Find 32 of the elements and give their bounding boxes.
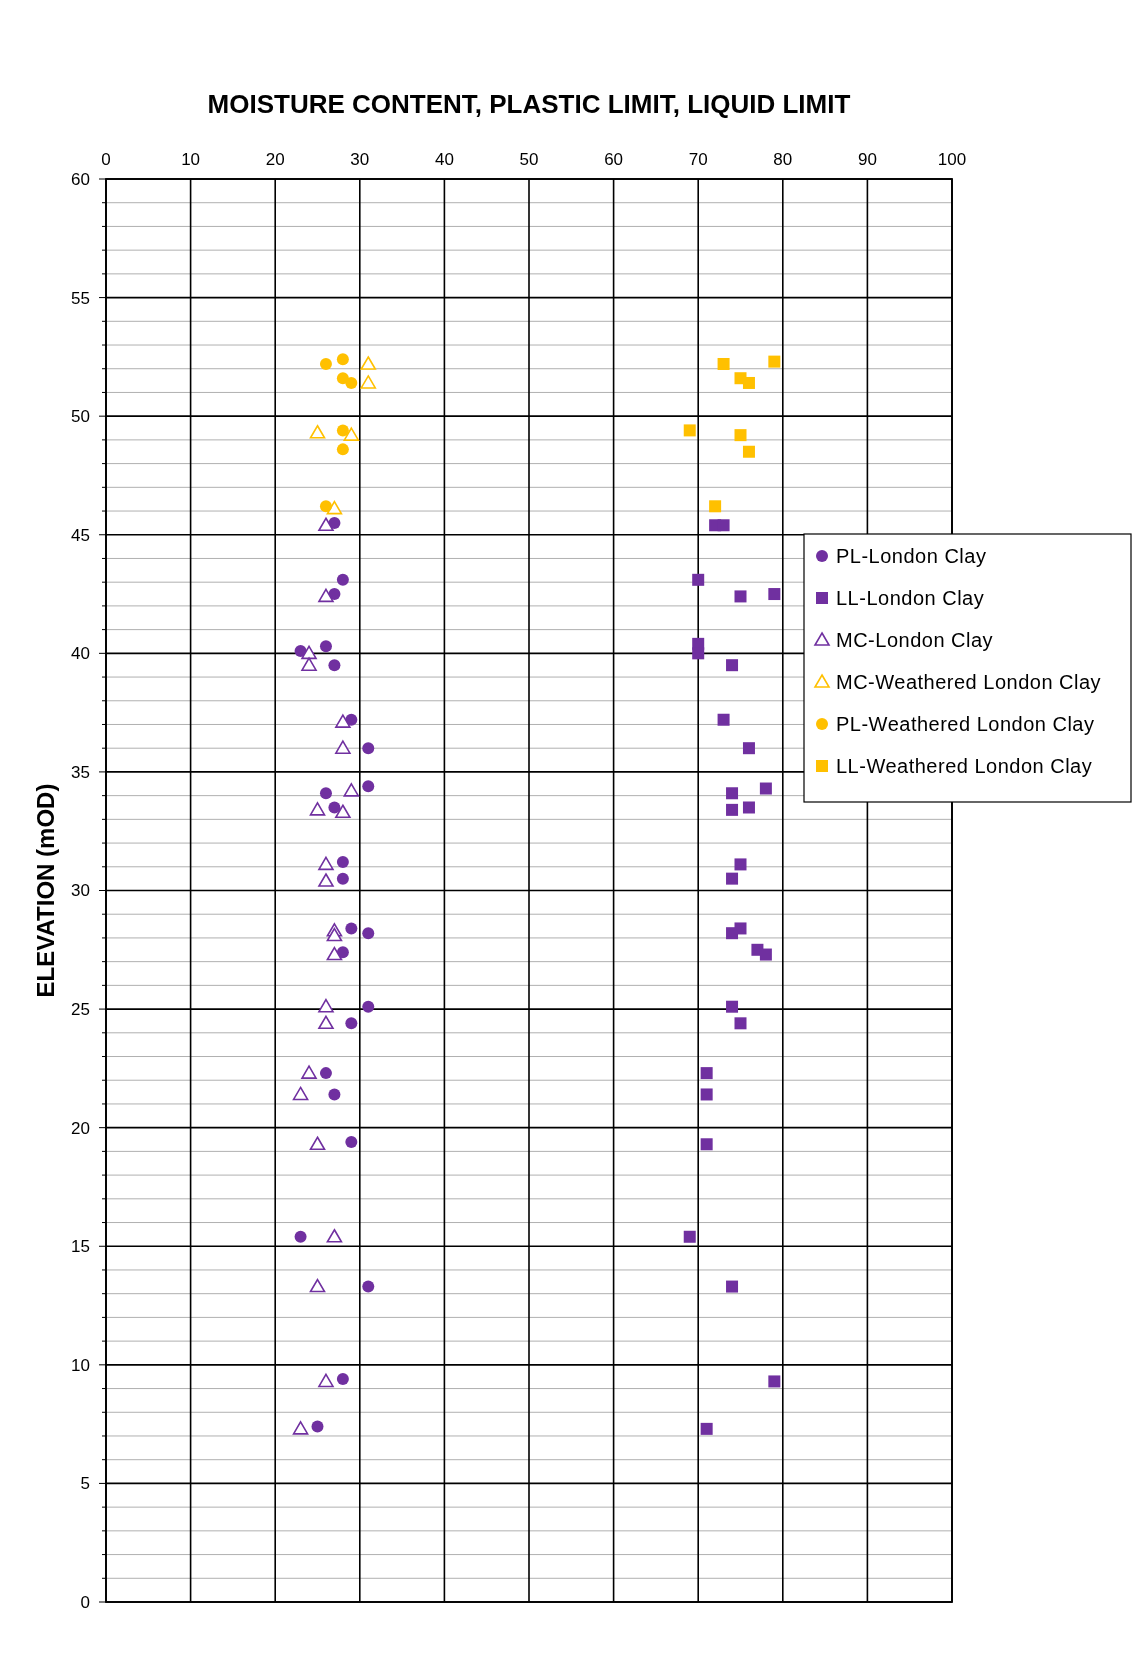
- y-tick-label: 30: [71, 881, 90, 901]
- y-tick-label: 10: [71, 1355, 90, 1375]
- chart-title: MOISTURE CONTENT, PLASTIC LIMIT, LIQUID LIMIT: [207, 89, 851, 119]
- y-axis-title: ELEVATION (mOD): [32, 783, 59, 998]
- y-tick-label: 25: [71, 1000, 90, 1020]
- y-tick-label: 0: [80, 1592, 90, 1612]
- y-tick-label: 15: [71, 1237, 90, 1257]
- legend-label: LL-Weathered London Clay: [836, 755, 1093, 777]
- x-tick-label: 0: [101, 150, 111, 169]
- x-tick-label: 80: [773, 150, 793, 169]
- y-tick-label: 20: [71, 1118, 90, 1138]
- x-tick-label: 30: [350, 150, 370, 169]
- x-tick-label: 50: [519, 150, 539, 169]
- legend-label: MC-Weathered London Clay: [836, 671, 1102, 693]
- y-tick-label: 35: [71, 762, 90, 782]
- y-tick-label: 5: [80, 1474, 90, 1494]
- x-tick-label: 100: [937, 150, 967, 169]
- x-tick-label: 90: [857, 150, 877, 169]
- x-tick-label: 40: [434, 150, 454, 169]
- x-tick-label: 10: [181, 150, 201, 169]
- y-tick-label: 55: [71, 288, 90, 308]
- x-tick-label: 20: [265, 150, 285, 169]
- y-tick-label: 45: [71, 525, 90, 545]
- y-tick-label: 60: [71, 169, 90, 189]
- x-tick-label: 70: [688, 150, 708, 169]
- y-tick-label: 50: [71, 407, 90, 427]
- x-tick-label: 60: [604, 150, 624, 169]
- y-tick-label: 40: [71, 644, 90, 664]
- legend-label: MC-London Clay: [836, 629, 994, 651]
- legend-label: LL-London Clay: [836, 587, 985, 609]
- legend-label: PL-London Clay: [836, 545, 987, 567]
- legend-label: PL-Weathered London Clay: [836, 713, 1095, 735]
